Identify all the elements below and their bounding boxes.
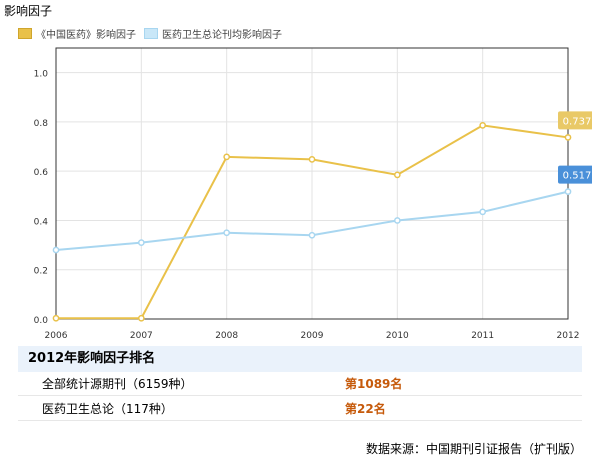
data-point bbox=[308, 156, 316, 163]
data-point bbox=[479, 122, 487, 129]
legend-item-average[interactable]: 医药卫生总论刊均影响因子 bbox=[144, 26, 282, 41]
y-tick-label: 1.0 bbox=[34, 70, 49, 80]
chart-grid bbox=[55, 47, 569, 320]
end-label-box bbox=[558, 111, 592, 130]
x-tick-label: 2011 bbox=[471, 331, 494, 341]
y-tick-label: 0.2 bbox=[34, 267, 48, 277]
x-tick-label: 2009 bbox=[301, 331, 324, 341]
data-point bbox=[393, 171, 401, 179]
legend-swatch-average bbox=[144, 27, 158, 39]
data-point bbox=[564, 134, 572, 141]
x-tick-label: 2010 bbox=[386, 331, 409, 341]
end-label-box bbox=[558, 165, 592, 184]
data-point bbox=[137, 239, 145, 246]
x-tick-label: 2012 bbox=[557, 331, 580, 341]
legend-swatch-journal bbox=[18, 27, 32, 39]
legend-item-journal[interactable]: 《中国医药》影响因子 bbox=[18, 26, 136, 41]
x-axis-ticks: 2006 2007 2008 2009 2010 2011 2012 bbox=[45, 331, 580, 341]
data-point bbox=[137, 314, 145, 322]
chart-legend: 《中国医药》影响因子 医药卫生总论刊均影响因子 bbox=[18, 23, 290, 43]
x-tick-label: 2008 bbox=[215, 331, 238, 341]
ranking-row: 医药卫生总论（117种） 第22名 bbox=[18, 397, 582, 421]
y-tick-label: 0.4 bbox=[34, 217, 49, 227]
data-point bbox=[479, 208, 487, 216]
end-label-text: 0.737 bbox=[563, 116, 592, 127]
chart-series bbox=[52, 122, 572, 322]
x-tick-label: 2006 bbox=[45, 331, 68, 341]
legend-label-average: 医药卫生总论刊均影响因子 bbox=[162, 29, 282, 41]
ranking-row-name: 医药卫生总论（117种） bbox=[42, 402, 173, 416]
end-label-text: 0.517 bbox=[563, 171, 592, 182]
data-point bbox=[308, 231, 316, 239]
data-source-note: 数据来源：中国期刊引证报告（扩刊版） bbox=[365, 442, 582, 456]
data-point bbox=[223, 153, 231, 161]
ranking-row-value: 第1089名 bbox=[345, 377, 403, 391]
page-title: 影响因子 bbox=[4, 4, 53, 18]
y-tick-label: 0.8 bbox=[34, 119, 49, 129]
ranking-row-name: 全部统计源期刊（6159种） bbox=[42, 377, 193, 391]
data-point bbox=[393, 217, 401, 224]
legend-label-journal: 《中国医药》影响因子 bbox=[36, 29, 136, 41]
ranking-title: 2012年影响因子排名 bbox=[18, 346, 582, 372]
x-tick-label: 2007 bbox=[130, 331, 153, 341]
data-point bbox=[564, 188, 572, 195]
end-labels: 0.737 0.517 bbox=[558, 111, 592, 184]
ranking-row-value: 第22名 bbox=[345, 402, 386, 416]
data-point bbox=[223, 229, 231, 237]
data-point bbox=[52, 314, 60, 322]
data-point bbox=[52, 246, 60, 254]
line-chart: 0.00.20.40.60.81.0 2006 2007 2008 2009 2010 2… bbox=[34, 47, 592, 341]
y-axis-ticks: 0.0 0.2 0.4 0.6 0.8 1.0 bbox=[34, 70, 49, 326]
y-tick-label: 0.0 bbox=[34, 316, 49, 326]
y-tick-label: 0.6 bbox=[34, 168, 49, 178]
ranking-row: 全部统计源期刊（6159种） 第1089名 bbox=[18, 372, 582, 396]
